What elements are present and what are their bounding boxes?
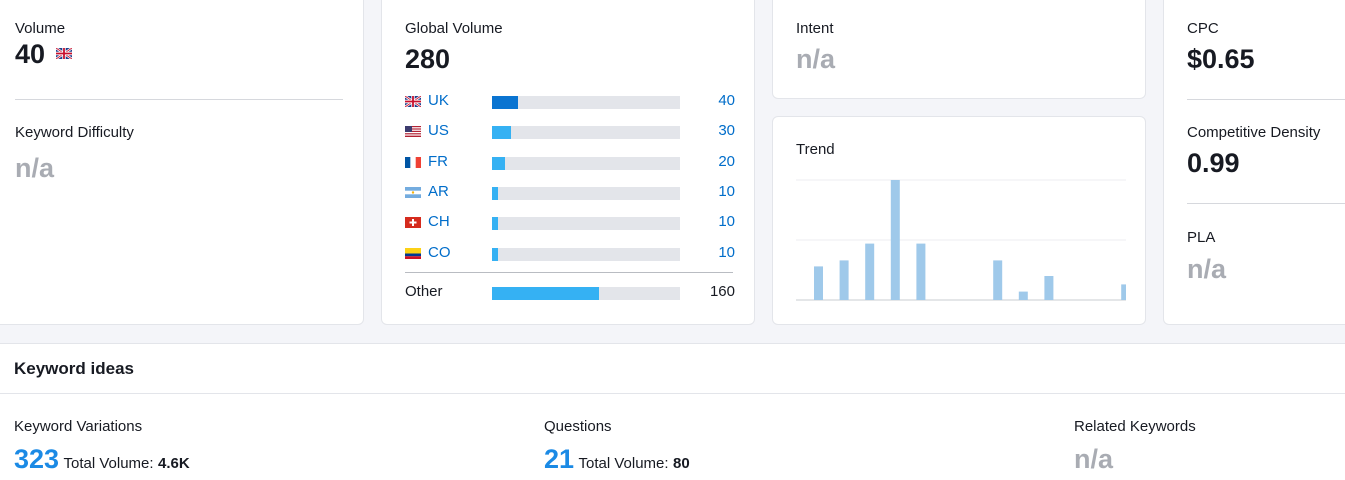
pla-value: n/a: [1187, 254, 1227, 284]
country-volume: 160: [709, 283, 735, 300]
country-volume: 10: [718, 213, 735, 230]
cpc-value: $0.65: [1187, 44, 1255, 74]
related-keywords-value: n/a: [1074, 444, 1114, 474]
volume-bar: [492, 217, 680, 230]
country-label[interactable]: FR: [428, 153, 448, 170]
country-label: Other: [405, 283, 443, 300]
uk-flag-icon: [405, 96, 421, 107]
trend-bar[interactable]: [865, 243, 875, 300]
trend-bar[interactable]: [993, 260, 1003, 300]
total-volume-value: 4.6K: [158, 455, 190, 472]
volume-bar: [492, 96, 680, 109]
volume-label: Volume: [15, 20, 66, 37]
country-volume: 10: [718, 244, 735, 261]
uk-flag-icon: [55, 48, 72, 59]
intent-card: Intent n/a: [772, 0, 1146, 99]
divider: [1187, 99, 1345, 100]
global-volume-card: Global Volume 280 UK 40 US 30 FR 20 AR 10 CH 10 CO…: [381, 0, 755, 325]
trend-bar[interactable]: [814, 266, 823, 300]
keyword-variations-stat[interactable]: 323 Total Volume: 4.6K: [14, 444, 190, 475]
keyword-variations-label: Keyword Variations: [14, 418, 143, 435]
country-volume: 10: [718, 183, 735, 200]
country-label[interactable]: AR: [428, 183, 449, 200]
ch-flag-icon: [405, 217, 421, 228]
pla-label: PLA: [1187, 229, 1216, 246]
country-row-ar[interactable]: AR 10: [405, 183, 735, 203]
trend-bar[interactable]: [839, 260, 849, 300]
co-flag-icon: [405, 248, 421, 259]
trend-bar[interactable]: [1044, 276, 1054, 300]
divider: [0, 393, 1345, 394]
related-keywords-label: Related Keywords: [1074, 418, 1196, 435]
total-volume-label: Total Volume:: [63, 455, 154, 472]
fr-flag-icon: [405, 157, 421, 168]
competitive-density-label: Competitive Density: [1187, 124, 1321, 141]
keyword-ideas-title: Keyword ideas: [14, 359, 134, 378]
volume-bar: [492, 248, 680, 261]
intent-value: n/a: [796, 44, 836, 74]
volume-card: Volume 40 Keyword Difficulty n/a: [0, 0, 364, 325]
country-label[interactable]: US: [428, 122, 449, 139]
cpc-label: CPC: [1187, 20, 1219, 37]
questions-count[interactable]: 21: [544, 444, 575, 474]
keyword-ideas-section: Keyword ideas Keyword Variations 323 Tot…: [0, 343, 1345, 480]
global-volume-label: Global Volume: [405, 20, 503, 37]
questions-stat[interactable]: 21 Total Volume: 80: [544, 444, 690, 475]
us-flag-icon: [405, 126, 421, 137]
country-row-fr[interactable]: FR 20: [405, 153, 735, 173]
trend-label: Trend: [796, 141, 835, 158]
keyword-variations-count[interactable]: 323: [14, 444, 60, 474]
intent-label: Intent: [796, 20, 834, 37]
trend-bar[interactable]: [890, 180, 900, 300]
keyword-difficulty-value: n/a: [15, 153, 55, 183]
country-label[interactable]: CO: [428, 244, 451, 261]
volume-bar: [492, 187, 680, 200]
country-row-ch[interactable]: CH 10: [405, 213, 735, 233]
country-volume: 40: [718, 92, 735, 109]
volume-value-row: 40: [15, 39, 72, 70]
divider: [1187, 203, 1345, 204]
cpc-card: CPC $0.65 Competitive Density 0.99 PLA n…: [1163, 0, 1345, 325]
country-row-co[interactable]: CO 10: [405, 244, 735, 264]
country-label[interactable]: CH: [428, 213, 450, 230]
total-volume-value: 80: [673, 455, 690, 472]
trend-card: Trend: [772, 116, 1146, 325]
questions-label: Questions: [544, 418, 612, 435]
country-volume: 20: [718, 153, 735, 170]
keyword-difficulty-label: Keyword Difficulty: [15, 124, 134, 141]
volume-bar: [492, 157, 680, 170]
volume-value: 40: [15, 39, 46, 69]
ar-flag-icon: [405, 187, 421, 198]
country-row-other[interactable]: Other 160: [405, 283, 735, 303]
country-row-us[interactable]: US 30: [405, 122, 735, 142]
trend-bar[interactable]: [1018, 291, 1028, 300]
country-label[interactable]: UK: [428, 92, 449, 109]
global-volume-value: 280: [405, 44, 451, 74]
volume-bar: [492, 126, 680, 139]
volume-bar: [492, 287, 680, 300]
trend-bar[interactable]: [1121, 284, 1126, 300]
country-row-uk[interactable]: UK 40: [405, 92, 735, 112]
divider: [405, 272, 733, 273]
trend-chart: [796, 179, 1126, 301]
country-volume: 30: [718, 122, 735, 139]
total-volume-label: Total Volume:: [578, 455, 669, 472]
trend-bar[interactable]: [916, 243, 926, 300]
divider: [15, 99, 343, 100]
competitive-density-value: 0.99: [1187, 148, 1240, 178]
